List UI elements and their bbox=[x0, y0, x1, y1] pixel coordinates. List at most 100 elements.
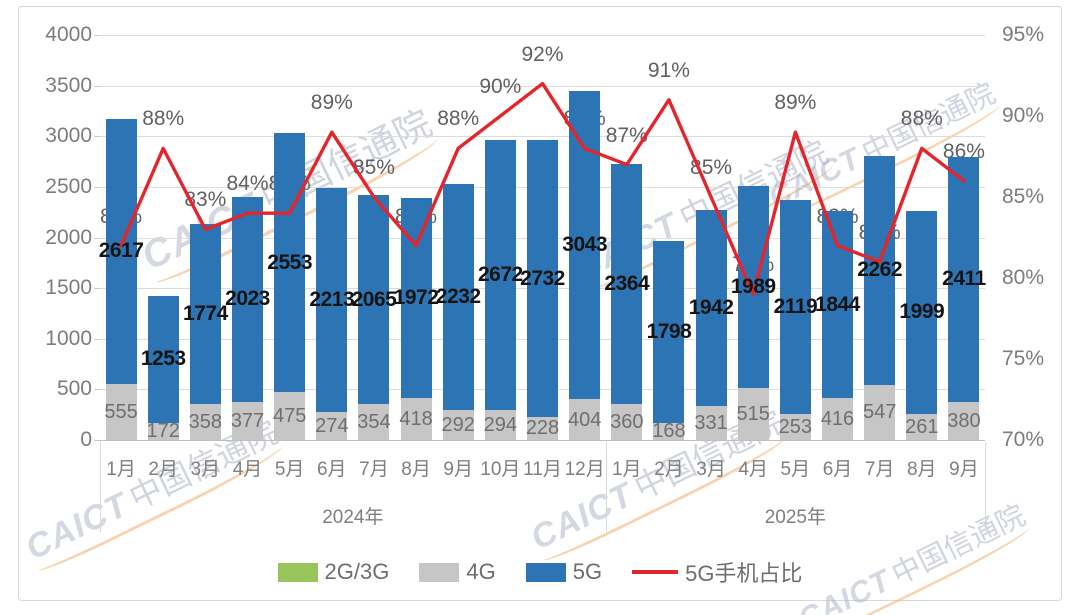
label-5g-value: 1844 bbox=[815, 292, 860, 316]
month-label: 8月 bbox=[401, 459, 431, 480]
percent-label: 88% bbox=[437, 107, 480, 131]
legend-label: 2G/3G bbox=[324, 559, 390, 584]
legend-item: 2G/3G bbox=[277, 559, 390, 585]
bar-5g-segment bbox=[147, 295, 179, 423]
percent-label: 89% bbox=[310, 91, 353, 115]
bar-4g-segment bbox=[611, 403, 643, 440]
left-axis-label: 1500 bbox=[45, 276, 92, 300]
label-4g-value: 292 bbox=[441, 414, 475, 437]
left-axis-label: 1000 bbox=[45, 326, 92, 350]
label-5g-value: 2232 bbox=[435, 285, 481, 309]
label-4g-value: 253 bbox=[778, 416, 813, 439]
label-4g-value: 172 bbox=[146, 420, 180, 443]
bar-4g-segment bbox=[358, 404, 390, 440]
label-5g-value: 1798 bbox=[646, 319, 692, 343]
label-4g-value: 515 bbox=[736, 402, 770, 425]
left-axis-tick bbox=[94, 237, 100, 239]
month-label: 2月 bbox=[654, 459, 684, 480]
bar-4g-segment bbox=[906, 413, 938, 440]
left-axis-label: 2000 bbox=[45, 225, 92, 249]
bar-4g-segment bbox=[527, 416, 558, 440]
label-5g-value: 2732 bbox=[520, 266, 565, 290]
legend-line-swatch bbox=[632, 570, 679, 574]
month-label: 3月 bbox=[696, 459, 726, 480]
left-axis-tick bbox=[94, 389, 100, 391]
label-5g-value: 1942 bbox=[688, 296, 734, 320]
left-axis-tick bbox=[94, 288, 100, 290]
legend-color-swatch bbox=[419, 562, 460, 582]
left-axis-tick bbox=[94, 186, 100, 188]
label-5g-value: 1999 bbox=[899, 300, 945, 324]
chart-border-frame bbox=[18, 6, 1062, 601]
label-4g-value: 377 bbox=[230, 409, 265, 432]
label-5g-value: 2617 bbox=[98, 239, 144, 263]
month-label: 4月 bbox=[738, 459, 768, 480]
label-4g-value: 555 bbox=[104, 400, 138, 423]
bar-4g-segment bbox=[695, 406, 727, 440]
right-axis-label: 70% bbox=[1002, 428, 1045, 451]
legend-color-swatch bbox=[525, 562, 566, 582]
x-axis-line bbox=[100, 440, 985, 441]
label-4g-value: 360 bbox=[610, 410, 644, 433]
label-4g-value: 168 bbox=[652, 420, 686, 443]
bar-4g-segment bbox=[274, 391, 306, 440]
percent-label: 85% bbox=[352, 156, 395, 179]
percent-label: 88% bbox=[900, 107, 943, 131]
label-4g-value: 547 bbox=[862, 401, 897, 424]
bar-4g-segment bbox=[569, 399, 601, 440]
label-5g-value: 1253 bbox=[140, 347, 186, 371]
month-label: 6月 bbox=[316, 459, 347, 480]
label-5g-value: 2364 bbox=[604, 271, 650, 295]
bar-4g-segment bbox=[442, 410, 474, 440]
percent-label: 90% bbox=[479, 75, 522, 98]
month-label: 5月 bbox=[780, 459, 811, 480]
right-axis-label: 90% bbox=[1002, 104, 1045, 127]
percent-label: 91% bbox=[647, 58, 690, 82]
left-axis-tick bbox=[94, 85, 100, 87]
label-4g-value: 418 bbox=[399, 407, 433, 430]
bar-4g-segment bbox=[864, 384, 896, 440]
axis-group-separator bbox=[100, 442, 101, 532]
left-axis-tick bbox=[94, 35, 100, 36]
label-4g-value: 358 bbox=[188, 410, 223, 433]
right-axis-label: 95% bbox=[1002, 23, 1045, 46]
month-label: 7月 bbox=[864, 459, 895, 480]
month-label: 2月 bbox=[148, 459, 178, 480]
label-4g-value: 228 bbox=[525, 417, 560, 440]
label-5g-value: 2553 bbox=[267, 250, 312, 274]
percent-label: 89% bbox=[774, 91, 817, 115]
label-4g-value: 331 bbox=[694, 412, 728, 435]
left-axis-label: 3500 bbox=[45, 73, 92, 97]
left-axis-label: 4000 bbox=[45, 23, 92, 46]
gridline bbox=[100, 85, 985, 87]
left-axis-label: 500 bbox=[56, 377, 92, 401]
month-label: 8月 bbox=[906, 459, 937, 480]
legend: 2G/3G 4G 5G 5G手机占比 bbox=[0, 556, 1080, 588]
bar-4g-segment bbox=[653, 422, 685, 440]
label-5g-value: 3043 bbox=[562, 233, 607, 257]
month-label: 12月 bbox=[564, 459, 605, 480]
right-axis-label: 75% bbox=[1002, 347, 1045, 370]
bar-4g-segment bbox=[400, 397, 432, 440]
label-4g-value: 380 bbox=[947, 409, 981, 432]
month-label: 3月 bbox=[190, 459, 221, 480]
label-5g-value: 2411 bbox=[942, 267, 986, 291]
legend-item: 5G bbox=[525, 559, 602, 585]
gridline bbox=[100, 136, 985, 138]
month-label: 10月 bbox=[480, 459, 521, 480]
bar-4g-segment bbox=[232, 401, 263, 440]
month-label: 6月 bbox=[822, 459, 853, 480]
year-label: 2025年 bbox=[764, 507, 826, 528]
month-label: 1月 bbox=[611, 459, 642, 480]
left-axis-label: 3000 bbox=[45, 124, 92, 148]
label-5g-value: 2023 bbox=[225, 287, 270, 311]
bar-4g-segment bbox=[189, 403, 221, 440]
label-4g-value: 416 bbox=[820, 407, 855, 430]
bar-4g-segment bbox=[316, 412, 348, 440]
legend-label: 5G手机占比 bbox=[685, 561, 803, 586]
gridline bbox=[100, 35, 985, 36]
month-label: 11月 bbox=[523, 459, 562, 480]
percent-label: 92% bbox=[521, 42, 564, 66]
month-label: 7月 bbox=[359, 459, 389, 480]
